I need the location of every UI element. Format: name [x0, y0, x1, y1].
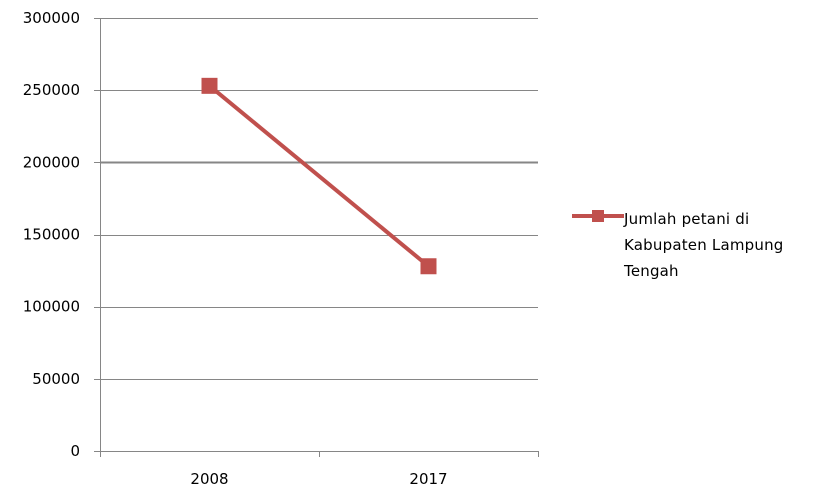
- x-axis-ticks: 2008 2017: [100, 451, 539, 488]
- legend-marker: [592, 210, 604, 222]
- data-point-2008: [201, 77, 218, 94]
- y-tick-label-300000: 300000: [23, 9, 80, 27]
- legend-swatch: [572, 206, 624, 226]
- y-tick-label-200000: 200000: [23, 153, 80, 171]
- axes: [100, 18, 538, 452]
- legend: Jumlah petani di Kabupaten Lampung Tenga…: [572, 206, 814, 284]
- x-tick-label-2017: 2017: [409, 470, 447, 488]
- legend-label: Jumlah petani di Kabupaten Lampung Tenga…: [624, 210, 784, 280]
- y-tick-label-250000: 250000: [23, 81, 80, 99]
- series-line-0: [208, 84, 430, 268]
- series-group: [201, 77, 437, 275]
- y-tick-label-150000: 150000: [23, 226, 80, 244]
- x-tick-label-2008: 2008: [190, 470, 228, 488]
- y-tick-label-100000: 100000: [23, 298, 80, 316]
- y-tick-label-50000: 50000: [32, 370, 80, 388]
- y-tick-label-0: 0: [70, 442, 80, 460]
- y-axis-ticks: 0 50000 100000 150000 200000 250000 300000: [23, 9, 100, 460]
- gridlines: [100, 18, 538, 380]
- data-point-2017: [420, 258, 437, 275]
